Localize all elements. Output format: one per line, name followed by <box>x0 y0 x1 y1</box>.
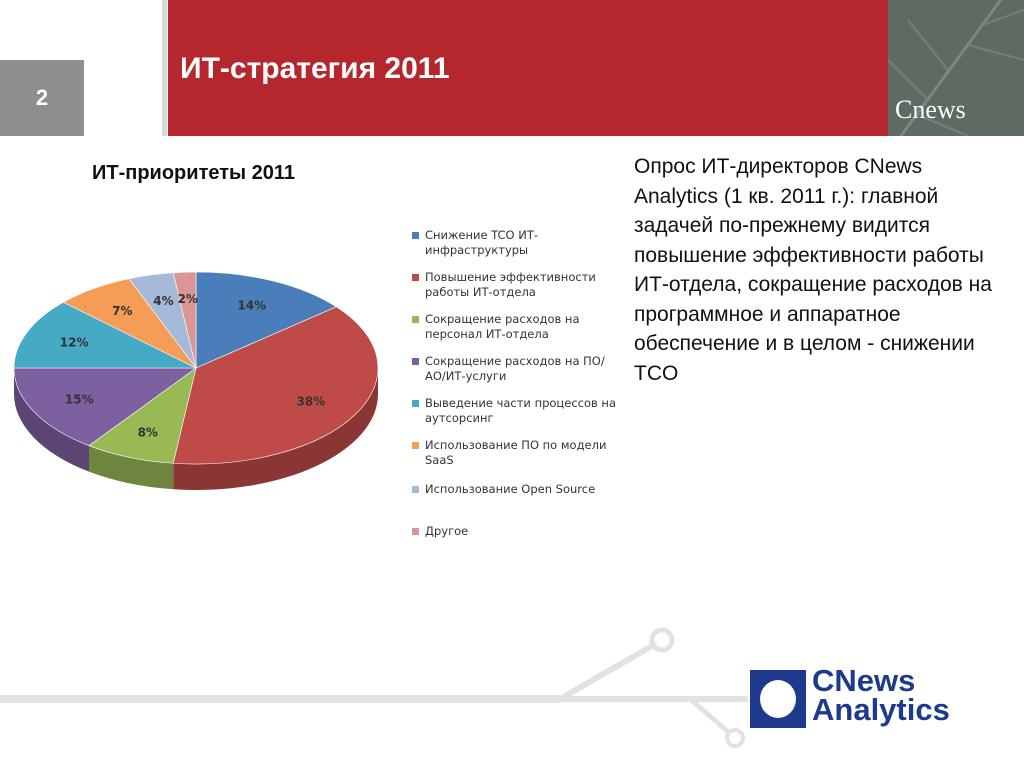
pie-slice-1 <box>195 271 337 369</box>
legend-swatch <box>412 358 419 365</box>
legend-swatch <box>412 442 419 449</box>
legend-swatch <box>412 528 419 535</box>
legend-swatch <box>412 274 419 281</box>
brand-line-2: Analytics <box>812 692 950 727</box>
pie-value-label-8: 2% <box>178 292 198 306</box>
legend-item-3: Сокращение расходов на персонал ИТ-отдел… <box>412 312 622 342</box>
legend-label: Другое <box>425 524 469 538</box>
legend-item-2: Повышение эффективности работы ИТ-отдела <box>412 270 622 300</box>
pie-slice-8 <box>172 271 197 369</box>
logo-mark <box>750 670 806 728</box>
legend-swatch <box>412 232 419 239</box>
pie-value-label-5: 12% <box>60 336 89 350</box>
legend-swatch <box>412 400 419 407</box>
pie-slice-4 <box>13 367 197 447</box>
pie-side-2 <box>173 368 378 490</box>
legend-label: Снижение TCO ИТ-инфраструктуры <box>425 228 539 257</box>
legend-item-5: Выведение части процессов на аутсорсинг <box>412 396 622 426</box>
pie-chart <box>13 271 379 490</box>
pie-side-4 <box>14 368 90 472</box>
legend-item-7: Использование Open Source <box>412 482 622 497</box>
cnews-analytics-logo: CNews Analytics <box>750 665 990 732</box>
pie-value-labels: 14% 38% 8% 15% 12% 7% 4% 2% <box>60 292 325 439</box>
legend-swatch <box>412 486 419 493</box>
pie-value-label-2: 38% <box>296 394 325 408</box>
legend-item-4: Сокращение расходов на ПО/АО/ИТ-услуги <box>412 354 622 384</box>
pie-value-label-7: 4% <box>153 294 173 308</box>
title-bar <box>168 0 888 136</box>
pie-value-label-6: 7% <box>112 304 132 318</box>
pie-slice-5 <box>13 301 197 369</box>
legend-label: Использование ПО по модели SaaS <box>425 438 607 467</box>
legend-label: Сокращение расходов на персонал ИТ-отдел… <box>425 312 580 341</box>
header-divider <box>162 0 167 136</box>
legend-item-8: Другое <box>412 524 622 539</box>
slide-title: ИТ-стратегия 2011 <box>180 52 450 85</box>
pie-slice-2 <box>172 306 379 465</box>
circuit-decoration <box>0 627 748 748</box>
slide-number: 2 <box>0 60 84 136</box>
pie-slice-3 <box>88 367 197 464</box>
header-logo: Cnews <box>895 95 966 124</box>
pie-value-label-4: 15% <box>65 392 94 406</box>
pie-side-3 <box>89 445 174 490</box>
chart-subtitle: ИТ-приоритеты 2011 <box>92 162 296 184</box>
legend-item-1: Снижение TCO ИТ-инфраструктуры <box>412 228 622 258</box>
legend-swatch <box>412 316 419 323</box>
legend-label: Использование Open Source <box>425 482 596 496</box>
legend-label: Выведение части процессов на аутсорсинг <box>425 396 617 425</box>
legend-label: Повышение эффективности работы ИТ-отдела <box>425 270 596 299</box>
legend-label: Сокращение расходов на ПО/АО/ИТ-услуги <box>425 354 605 383</box>
legend-item-6: Использование ПО по модели SaaS <box>412 438 622 468</box>
survey-description: Опрос ИТ-директоров CNews Analytics (1 к… <box>634 155 992 385</box>
leaf-texture-image <box>888 0 1024 136</box>
pie-value-label-3: 8% <box>138 425 158 439</box>
brand-line-1: CNews <box>812 663 916 698</box>
pie-value-label-1: 14% <box>237 298 266 312</box>
